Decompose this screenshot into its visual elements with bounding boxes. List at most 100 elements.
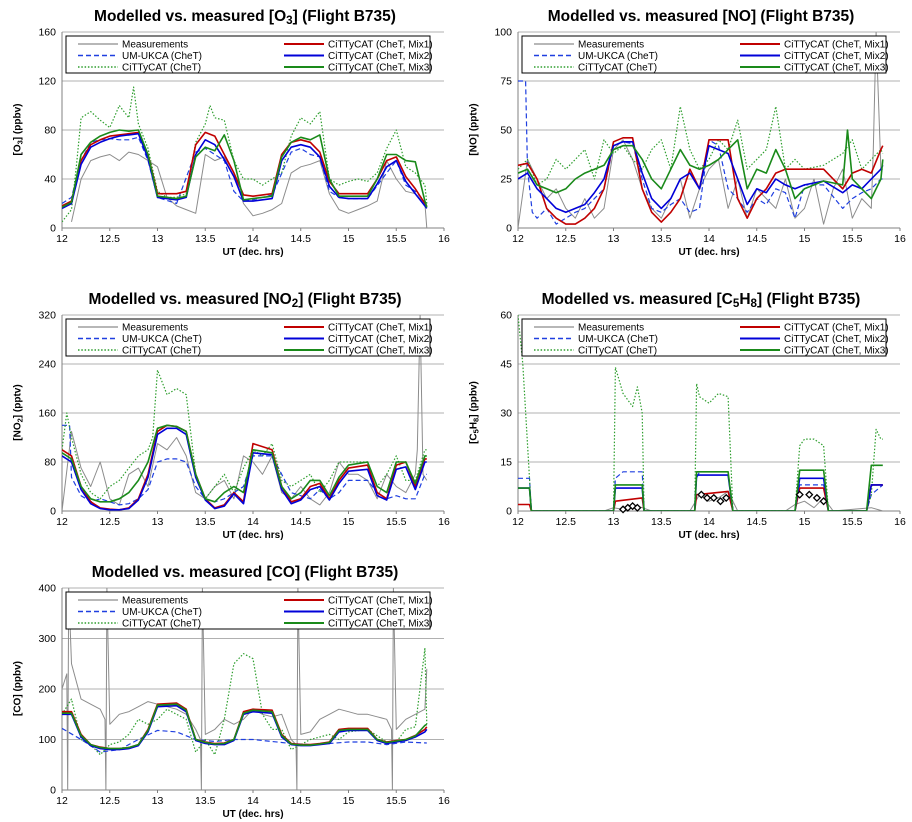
legend-label: Measurements [578, 323, 644, 334]
y-tick-label: 0 [50, 223, 56, 235]
text-part: Modelled vs. measured [C [541, 291, 733, 308]
measurement-marker [702, 493, 712, 503]
legend-label: CiTTyCAT (CheT, Mix2) [328, 334, 433, 345]
series-line-measurements [71, 151, 428, 228]
x-tick-label: 14.5 [747, 516, 768, 528]
series-line-measurements [62, 588, 428, 790]
legend-label: UM-UKCA (CheT) [578, 51, 658, 62]
text-part: Modelled vs. measured [NO] (Flight B735) [547, 8, 855, 25]
text-part: ] (Flight B735) [298, 291, 402, 308]
x-tick-label: 13.5 [195, 233, 216, 245]
x-tick-label: 12.5 [100, 516, 121, 528]
series-line-cittycat-chet-mix1 [518, 484, 883, 511]
y-tick-label: 0 [50, 506, 56, 518]
legend-label: CiTTyCAT (CheT, Mix2) [328, 607, 433, 618]
x-tick-label: 13 [152, 516, 164, 528]
legend-label: UM-UKCA (CheT) [122, 607, 202, 618]
legend-label: UM-UKCA (CheT) [122, 334, 202, 345]
series-line-cittycat-chet [62, 86, 428, 223]
x-tick-label: 14 [247, 233, 259, 245]
x-tick-label: 14.5 [291, 233, 312, 245]
chart-title: Modelled vs. measured [NO2] (Flight B735… [40, 291, 450, 309]
y-tick-label: 30 [500, 408, 512, 420]
legend-box [521, 318, 887, 357]
legend-label: CiTTyCAT (CheT, Mix3) [784, 63, 889, 74]
y-tick-label: 100 [494, 27, 512, 39]
legend-label: UM-UKCA (CheT) [122, 51, 202, 62]
x-tick-label: 13 [608, 516, 620, 528]
legend-label: UM-UKCA (CheT) [578, 334, 658, 345]
series-line-measurements [518, 490, 883, 511]
y-tick-label: 160 [38, 27, 56, 39]
legend-label: CiTTyCAT (CheT) [122, 619, 201, 630]
chart-co: Modelled vs. measured [CO] (Flight B735)… [0, 556, 456, 822]
x-axis-label: UT (dec. hrs) [222, 530, 284, 541]
series-group [518, 315, 884, 511]
x-tick-label: 14 [703, 233, 715, 245]
chart-title: Modelled vs. measured [CO] (Flight B735) [40, 564, 450, 582]
x-tick-label: 12 [56, 795, 68, 807]
y-tick-label: 25 [500, 174, 512, 186]
legend-label: CiTTyCAT (CheT, Mix2) [328, 51, 433, 62]
legend-label: CiTTyCAT (CheT, Mix1) [784, 40, 889, 51]
chart-c5h8: Modelled vs. measured [C5H8] (Flight B73… [456, 283, 912, 551]
x-tick-label: 14.5 [747, 233, 768, 245]
x-tick-label: 15.5 [386, 516, 407, 528]
legend-label: CiTTyCAT (CheT, Mix2) [784, 334, 889, 345]
y-tick-label: 75 [500, 76, 512, 88]
legend-label: CiTTyCAT (CheT) [122, 346, 201, 357]
x-axis-label: UT (dec. hrs) [222, 809, 284, 820]
series-line-cittycat-chet-mix2 [518, 141, 884, 214]
measurement-marker [805, 490, 814, 499]
legend-label: Measurements [122, 596, 188, 607]
series-line-cittycat-chet-mix3 [62, 703, 428, 750]
y-tick-label: 60 [500, 310, 512, 322]
y-tick-label: 80 [44, 457, 56, 469]
x-tick-label: 12.5 [556, 233, 577, 245]
x-tick-label: 12 [56, 516, 68, 528]
x-tick-label: 14 [247, 516, 259, 528]
legend-label: CiTTyCAT (CheT, Mix1) [328, 323, 433, 334]
chart-title: Modelled vs. measured [C5H8] (Flight B73… [496, 291, 906, 309]
legend-label: CiTTyCAT (CheT, Mix1) [328, 596, 433, 607]
y-tick-label: 100 [38, 734, 56, 746]
text-part: Modelled vs. measured [O [94, 8, 287, 25]
subscript-text: 3 [286, 13, 293, 27]
series-group [62, 588, 428, 790]
x-tick-label: 15 [343, 795, 355, 807]
x-tick-label: 13 [608, 233, 620, 245]
series-line-cittycat-chet-mix3 [518, 464, 883, 511]
y-tick-label: 320 [38, 310, 56, 322]
plot-svg: 0 40 80 120 160 12 12.5 13 13.5 14 14.5 15 15.5 16 Mea… [38, 27, 450, 246]
x-tick-label: 12 [512, 233, 524, 245]
plot-svg: 0 15 30 45 60 12 12.5 13 13.5 14 14.5 15 15.5 16 Measu… [500, 310, 906, 529]
legend-label: CiTTyCAT (CheT, Mix3) [328, 346, 433, 357]
subscript-text: 5 [732, 296, 740, 310]
x-tick-label: 13.5 [651, 516, 672, 528]
legend-box [65, 318, 431, 357]
x-tick-label: 13.5 [195, 516, 216, 528]
series-line-measurements [518, 32, 883, 228]
y-tick-label: 80 [44, 125, 56, 137]
legend-box [65, 591, 431, 630]
series-line-cittycat-chet-mix3 [62, 424, 427, 503]
x-tick-label: 12 [512, 516, 524, 528]
x-tick-label: 15 [343, 233, 355, 245]
series-line-measurements [62, 315, 428, 511]
x-tick-label: 16 [438, 516, 450, 528]
legend-box [521, 35, 887, 74]
x-tick-label: 13 [152, 795, 164, 807]
y-tick-label: 0 [50, 785, 56, 797]
series-line-cittycat-chet-mix1 [62, 131, 428, 207]
chart-no2: Modelled vs. measured [NO2] (Flight B735… [0, 283, 456, 551]
series-line-um-ukca-chet [518, 80, 883, 225]
x-tick-label: 15.5 [842, 516, 863, 528]
x-tick-label: 12.5 [100, 233, 121, 245]
x-tick-label: 13 [152, 233, 164, 245]
legend-label: Measurements [578, 40, 644, 51]
legend-label: CiTTyCAT (CheT) [578, 63, 657, 74]
y-tick-label: 120 [38, 76, 56, 88]
x-tick-label: 12 [56, 233, 68, 245]
chart-title: Modelled vs. measured [O3] (Flight B735) [40, 8, 450, 26]
